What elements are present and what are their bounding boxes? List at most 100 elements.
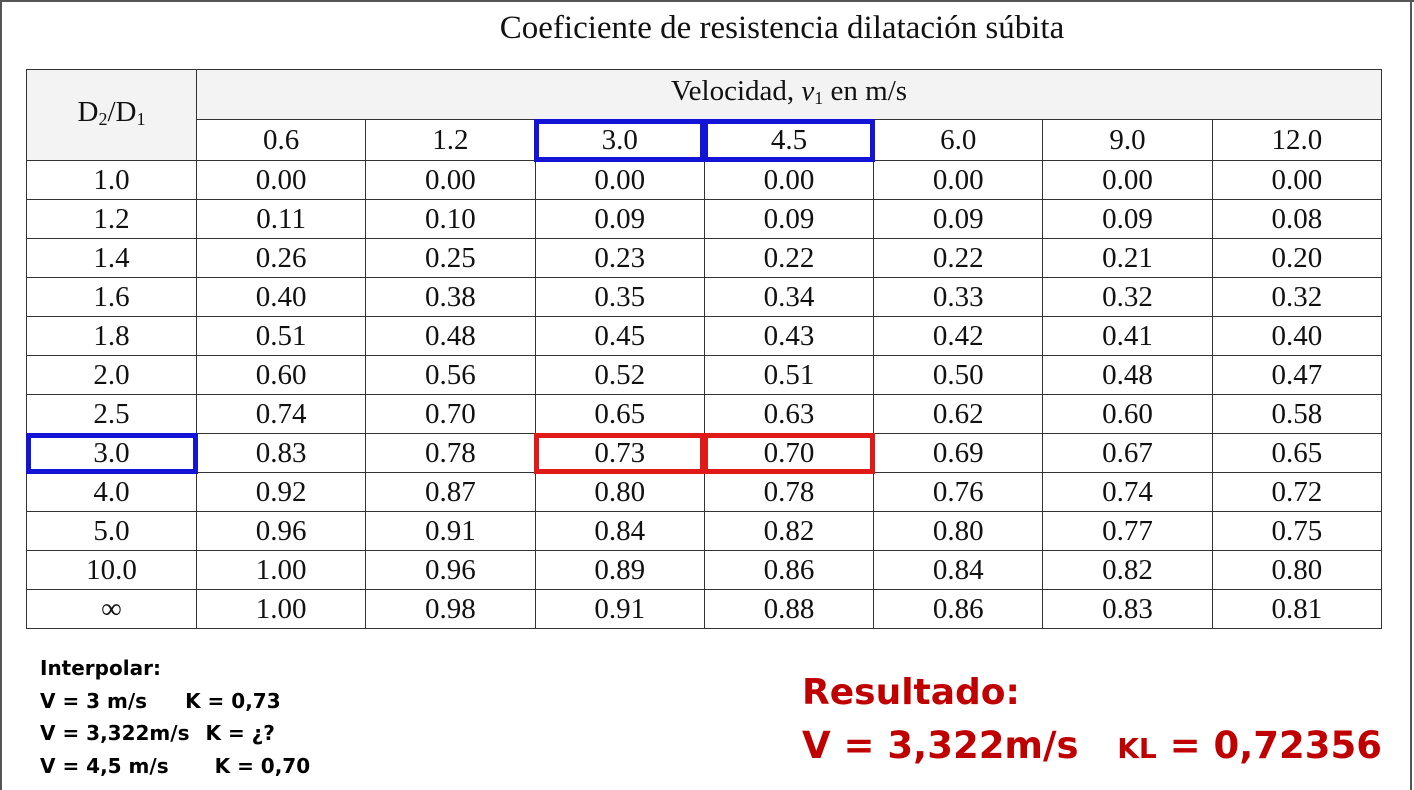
value-cell: 0.10 bbox=[365, 199, 536, 239]
table-row: 1.2 0.11 0.10 0.09 0.09 0.09 0.09 0.08 bbox=[26, 199, 1383, 239]
value-cell: 0.91 bbox=[365, 511, 536, 551]
value-cell: 0.65 bbox=[534, 394, 705, 434]
value-cell: 0.80 bbox=[534, 472, 705, 512]
value-cell: 0.50 bbox=[873, 355, 1044, 395]
value-cell: 0.83 bbox=[1042, 589, 1213, 629]
value-cell: 0.88 bbox=[703, 589, 875, 629]
value-cell: 0.43 bbox=[703, 316, 875, 356]
value-cell: 0.34 bbox=[703, 277, 875, 317]
value-cell: 0.09 bbox=[873, 199, 1044, 239]
value-cell: 0.65 bbox=[1211, 433, 1383, 473]
value-cell: 0.00 bbox=[1042, 160, 1213, 200]
result-title: Resultado: bbox=[802, 672, 1020, 713]
value-cell: 0.22 bbox=[703, 238, 875, 278]
ratio-cell: 5.0 bbox=[26, 511, 197, 551]
table-row: 4.0 0.92 0.87 0.80 0.78 0.76 0.74 0.72 bbox=[26, 472, 1383, 512]
frame-top-border bbox=[0, 0, 1414, 2]
table-row: 1.0 0.00 0.00 0.00 0.00 0.00 0.00 0.00 bbox=[26, 160, 1383, 200]
coefficient-table: D2/D1 Velocidad, v1 en m/s 0.6 1.2 3.0 4… bbox=[25, 69, 1383, 629]
velocity-header-cell: 1.2 bbox=[365, 119, 536, 161]
value-cell: 0.25 bbox=[365, 238, 536, 278]
value-cell: 0.00 bbox=[703, 160, 875, 200]
ratio-column-header: D2/D1 bbox=[26, 69, 197, 161]
velocity-group-header: Velocidad, v1 en m/s bbox=[196, 69, 1382, 120]
value-cell: 0.09 bbox=[1042, 199, 1213, 239]
interpolation-notes: Interpolar: V = 3 m/s K = 0,73 V = 3,322m… bbox=[40, 652, 420, 782]
value-cell: 0.41 bbox=[1042, 316, 1213, 356]
notes-line: V = 3 m/s K = 0,73 bbox=[40, 688, 281, 713]
table-row: 2.0 0.60 0.56 0.52 0.51 0.50 0.48 0.47 bbox=[26, 355, 1383, 395]
value-cell: 0.42 bbox=[873, 316, 1044, 356]
value-cell: 0.84 bbox=[534, 511, 705, 551]
result-block: Resultado: V = 3,322m/s KL = 0,72356 bbox=[802, 668, 1402, 777]
value-cell: 0.32 bbox=[1042, 277, 1213, 317]
velocity-header-row: 0.6 1.2 3.0 4.5 6.0 9.0 12.0 bbox=[27, 118, 1383, 162]
notes-heading: Interpolar: bbox=[40, 656, 161, 680]
value-cell: 0.91 bbox=[534, 589, 705, 629]
ratio-cell: 2.0 bbox=[26, 355, 197, 395]
value-cell: 0.70 bbox=[365, 394, 536, 434]
ratio-cell: 1.0 bbox=[26, 160, 197, 200]
value-cell: 0.47 bbox=[1211, 355, 1383, 395]
value-cell: 0.38 bbox=[365, 277, 536, 317]
ratio-cell: 1.4 bbox=[26, 238, 197, 278]
value-cell: 0.52 bbox=[534, 355, 705, 395]
value-cell: 0.26 bbox=[195, 238, 367, 278]
ratio-cell: 2.5 bbox=[26, 394, 197, 434]
value-cell: 0.40 bbox=[1211, 316, 1383, 356]
velocity-header-cell: 9.0 bbox=[1042, 119, 1213, 161]
ratio-cell: 1.2 bbox=[26, 199, 197, 239]
frame-left-border bbox=[0, 0, 2, 790]
value-cell: 1.00 bbox=[195, 550, 367, 590]
table-row: 1.4 0.26 0.25 0.23 0.22 0.22 0.21 0.20 bbox=[26, 238, 1383, 278]
value-cell: 0.33 bbox=[873, 277, 1044, 317]
value-cell: 0.23 bbox=[534, 238, 705, 278]
value-cell: 0.56 bbox=[365, 355, 536, 395]
value-cell-highlighted: 0.70 bbox=[703, 432, 875, 474]
value-cell: 0.72 bbox=[1211, 472, 1383, 512]
value-cell: 0.96 bbox=[365, 550, 536, 590]
value-cell: 0.75 bbox=[1211, 511, 1383, 551]
value-cell: 0.09 bbox=[534, 199, 705, 239]
notes-line: V = 3,322m/s K = ¿? bbox=[40, 721, 275, 745]
table-title: Coeficiente de resistencia dilatación sú… bbox=[499, 10, 1065, 46]
value-cell: 0.67 bbox=[1042, 433, 1213, 473]
value-cell: 0.69 bbox=[873, 433, 1044, 473]
table-row: 5.0 0.96 0.91 0.84 0.82 0.80 0.77 0.75 bbox=[26, 511, 1383, 551]
velocity-header-cell-highlighted: 4.5 bbox=[703, 118, 875, 162]
value-cell: 0.22 bbox=[873, 238, 1044, 278]
value-cell: 0.00 bbox=[195, 160, 367, 200]
table-body: 1.0 0.00 0.00 0.00 0.00 0.00 0.00 0.00 1.2 0.11 0.… bbox=[25, 160, 1383, 629]
ratio-cell: 1.8 bbox=[26, 316, 197, 356]
value-cell: 0.92 bbox=[195, 472, 367, 512]
value-cell: 0.80 bbox=[873, 511, 1044, 551]
value-cell: 0.89 bbox=[534, 550, 705, 590]
value-cell: 0.82 bbox=[703, 511, 875, 551]
value-cell: 0.48 bbox=[1042, 355, 1213, 395]
value-cell: 0.74 bbox=[1042, 472, 1213, 512]
value-cell: 1.00 bbox=[195, 589, 367, 629]
velocity-header-cell: 0.6 bbox=[195, 119, 367, 161]
value-cell: 0.45 bbox=[534, 316, 705, 356]
value-cell: 0.80 bbox=[1211, 550, 1383, 590]
velocity-header-cell: 6.0 bbox=[873, 119, 1044, 161]
velocity-header-cell: 12.0 bbox=[1211, 119, 1383, 161]
value-cell: 0.32 bbox=[1211, 277, 1383, 317]
table-row: 10.0 1.00 0.96 0.89 0.86 0.84 0.82 0.80 bbox=[26, 550, 1383, 590]
value-cell: 0.08 bbox=[1211, 199, 1383, 239]
value-cell: 0.21 bbox=[1042, 238, 1213, 278]
value-cell: 0.86 bbox=[873, 589, 1044, 629]
value-cell: 0.00 bbox=[534, 160, 705, 200]
value-cell: 0.77 bbox=[1042, 511, 1213, 551]
value-cell-highlighted: 0.73 bbox=[534, 432, 706, 474]
velocity-header-cell-highlighted: 3.0 bbox=[534, 118, 706, 162]
table-row: 1.6 0.40 0.38 0.35 0.34 0.33 0.32 0.32 bbox=[26, 277, 1383, 317]
value-cell: 0.81 bbox=[1211, 589, 1383, 629]
value-cell: 0.62 bbox=[873, 394, 1044, 434]
header-row-group: D2/D1 Velocidad, v1 en m/s bbox=[26, 69, 1382, 161]
value-cell: 0.63 bbox=[703, 394, 875, 434]
value-cell: 0.82 bbox=[1042, 550, 1213, 590]
ratio-cell: 4.0 bbox=[26, 472, 197, 512]
value-cell: 0.74 bbox=[195, 394, 367, 434]
value-cell: 0.09 bbox=[703, 199, 875, 239]
